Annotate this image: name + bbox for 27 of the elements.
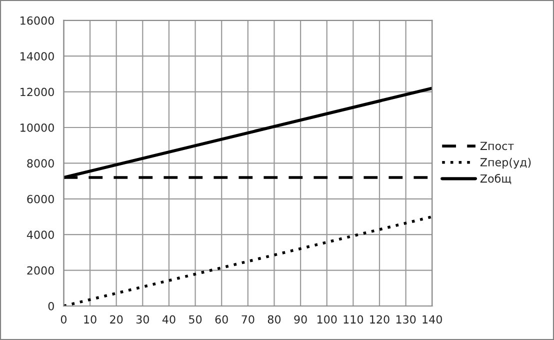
y-tick-label: 8000 xyxy=(27,159,54,168)
y-tick-label: 10000 xyxy=(20,123,54,132)
y-tick-label: 16000 xyxy=(20,16,54,25)
x-tick-label: 120 xyxy=(370,315,390,324)
x-tick-label: 50 xyxy=(189,315,202,324)
y-tick-label: 14000 xyxy=(20,52,54,60)
y-tick-label: 0 xyxy=(48,302,54,310)
legend-label: Zпер(уд) xyxy=(480,158,531,169)
y-tick-label: 12000 xyxy=(20,88,54,96)
x-tick-label: 90 xyxy=(294,315,307,324)
x-tick-label: 110 xyxy=(344,315,364,324)
x-tick-label: 100 xyxy=(317,315,337,324)
legend-label: Zобщ xyxy=(480,174,512,184)
x-tick-label: 130 xyxy=(396,315,416,324)
x-tick-label: 0 xyxy=(60,315,67,324)
x-tick-label: 30 xyxy=(136,315,149,324)
legend-label: Zпост xyxy=(480,142,514,150)
y-tick-label: 6000 xyxy=(27,194,54,204)
x-tick-label: 140 xyxy=(422,315,442,324)
x-tick-label: 20 xyxy=(110,315,123,324)
y-tick-label: 4000 xyxy=(26,230,54,239)
x-tick-label: 40 xyxy=(162,315,176,324)
x-tick-label: 80 xyxy=(268,315,281,324)
x-tick-label: 60 xyxy=(215,315,228,324)
x-tick-label: 70 xyxy=(242,315,254,324)
x-tick-label: 10 xyxy=(84,315,96,324)
y-tick-label: 2000 xyxy=(27,266,54,275)
